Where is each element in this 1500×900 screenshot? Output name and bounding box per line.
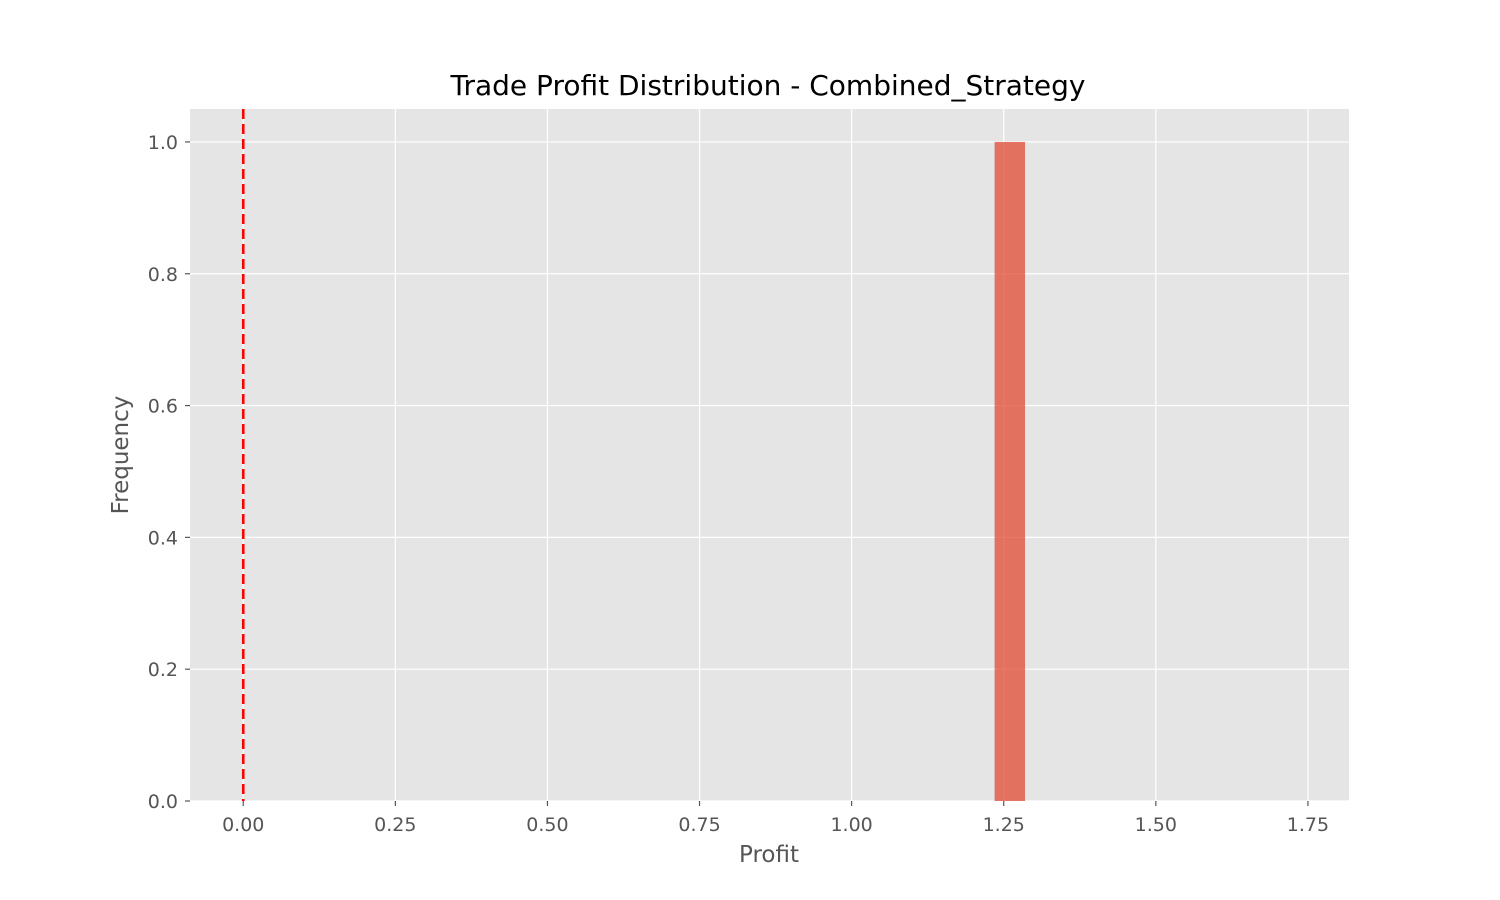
plot-area bbox=[190, 109, 1349, 801]
histogram-bar bbox=[994, 141, 1026, 801]
grid-lines bbox=[190, 109, 1349, 802]
x-tick-label: 0.75 bbox=[678, 814, 720, 836]
x-tick-label: 1.75 bbox=[1287, 814, 1329, 836]
y-tick-label: 0.6 bbox=[148, 396, 178, 418]
x-axis-label: Profit bbox=[739, 842, 799, 868]
axis-ticks: 0.00 0.25 0.50 0.75 1.00 1.25 1.50 1.75 0.0 0.2 0.… bbox=[148, 132, 1329, 836]
bars bbox=[994, 141, 1026, 801]
y-tick-label: 1.0 bbox=[148, 132, 178, 154]
x-tick-label: 0.25 bbox=[374, 814, 416, 836]
chart-title: Trade Profit Distribution - Combined_Str… bbox=[450, 69, 1086, 102]
y-tick-label: 0.2 bbox=[148, 659, 178, 681]
y-axis-label: Frequency bbox=[108, 396, 134, 515]
x-tick-label: 1.25 bbox=[983, 814, 1025, 836]
y-tick-label: 0.4 bbox=[148, 527, 178, 549]
x-tick-label: 1.50 bbox=[1135, 814, 1177, 836]
y-tick-label: 0.0 bbox=[148, 791, 178, 813]
x-tick-label: 1.00 bbox=[830, 814, 872, 836]
x-tick-label: 0.00 bbox=[222, 814, 264, 836]
y-tick-label: 0.8 bbox=[148, 264, 178, 286]
x-tick-label: 0.50 bbox=[526, 814, 568, 836]
